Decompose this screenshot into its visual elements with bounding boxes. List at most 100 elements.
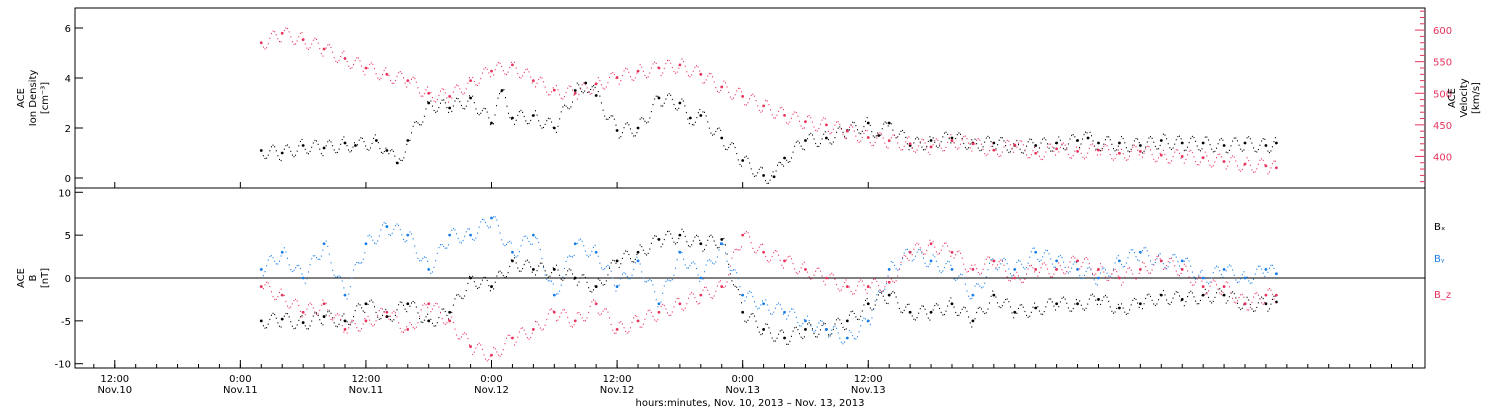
density-0-point [802, 148, 804, 150]
velocity-0-point [860, 140, 862, 142]
density-0-point [1257, 148, 1259, 151]
velocity-0-point [947, 141, 949, 144]
density-0-point [514, 123, 516, 125]
density-0-point [333, 149, 335, 151]
velocity-0-point [316, 38, 318, 40]
bfield-0-point [1051, 301, 1053, 303]
velocity-0-point [691, 74, 693, 76]
bfield-0-point [686, 241, 688, 243]
density-0-point [927, 140, 929, 143]
bfield-1-point [869, 323, 871, 326]
bfield-1-point [485, 221, 487, 224]
bfield-2-point [1253, 296, 1255, 298]
density-0-point [906, 143, 908, 145]
bfield-2-point [427, 302, 431, 306]
bfield-1-point [312, 255, 314, 257]
bfield-1-point [960, 273, 962, 275]
density-0-point [317, 143, 319, 145]
density-0-point [789, 161, 791, 163]
velocity-0-point [551, 91, 553, 93]
bfield-2-point [311, 303, 313, 306]
velocity-0-point [1051, 146, 1053, 148]
bfield-0-point [768, 327, 770, 329]
bfield-0-point [713, 240, 715, 242]
velocity-0-point [1050, 143, 1052, 145]
bfield-1-point [913, 259, 915, 261]
density-0-point [480, 112, 482, 114]
bfield-2-point [816, 267, 818, 269]
bfield-2-point [968, 270, 970, 273]
bfield-1-point [1022, 266, 1024, 269]
bfield-1-point [816, 326, 818, 328]
density-0-point [977, 147, 979, 149]
bfield-0-point [646, 254, 648, 256]
velocity-0-point [612, 71, 614, 74]
bfield-0-point [613, 260, 615, 262]
bfield-1-point [989, 262, 991, 264]
bfield-1-point [947, 260, 949, 262]
bfield-2-point [494, 348, 496, 350]
bfield-1-point [790, 308, 792, 310]
bfield-2-point [702, 289, 704, 291]
bfield-1-point [475, 237, 477, 239]
bfield-0-point [346, 321, 348, 323]
velocity-0-point [795, 112, 797, 114]
bfield-0-point [876, 299, 878, 301]
bfield-1-point [1006, 263, 1008, 265]
bfield-2-point [332, 319, 334, 321]
bfield-1-point [761, 300, 763, 302]
bfield-2-point [921, 251, 923, 253]
velocity-0-point [559, 94, 561, 96]
bfield-0-point [1150, 295, 1152, 298]
bfield-2-point [761, 243, 763, 245]
velocity-0-point [607, 81, 609, 84]
density-0-point [341, 139, 343, 141]
bfield-1-point [956, 278, 958, 280]
density-0-point [758, 168, 760, 170]
bfield-2-point [654, 319, 656, 321]
velocity-0-point [438, 94, 440, 97]
density-0-point [1154, 145, 1156, 148]
bfield-2-point [755, 252, 757, 254]
density-0-point [1270, 150, 1272, 152]
velocity-0-point [634, 77, 636, 79]
bfield-2-point [584, 320, 586, 322]
density-0-point [787, 161, 789, 163]
velocity-0-point [877, 133, 879, 135]
velocity-0-point [436, 99, 438, 101]
velocity-0-point [902, 148, 904, 151]
bfield-1-point [985, 276, 987, 278]
density-0-point [665, 98, 667, 100]
bfield-2-point [1032, 267, 1034, 269]
bfield-0-point [291, 325, 293, 327]
bfield-1-point [1029, 256, 1031, 258]
bfield-2-point [1042, 263, 1044, 265]
bfield-0-point [655, 235, 657, 237]
bfield-2-point [594, 300, 596, 302]
bfield-2-point [1053, 273, 1055, 275]
bfield-1-point [778, 302, 780, 304]
bfield-2-point [819, 270, 821, 272]
bfield-0-point [1270, 303, 1272, 305]
density-0-point [974, 138, 976, 140]
bfield-2-point [895, 280, 897, 282]
density-0-point [1273, 141, 1275, 143]
density-0-point [1030, 138, 1032, 141]
density-0-point [1178, 135, 1180, 137]
bfield-2-point [741, 233, 745, 237]
density-0-point [890, 123, 892, 125]
bfield-0-point [1063, 296, 1065, 298]
bfield-0-point [1117, 303, 1119, 306]
bfield-2-point [906, 257, 908, 260]
bfield-1-point [1207, 283, 1209, 285]
velocity-0-point [792, 113, 794, 115]
bfield-1-point [911, 260, 913, 262]
bfield-1-point [955, 279, 957, 281]
bfield-2-point [296, 300, 298, 302]
bfield-1-point [390, 234, 392, 236]
density-0-point [1069, 138, 1071, 140]
bfield-2-point [762, 250, 766, 254]
density-0-point [325, 145, 327, 147]
density-0-point [543, 126, 545, 129]
density-0-point [483, 107, 485, 110]
